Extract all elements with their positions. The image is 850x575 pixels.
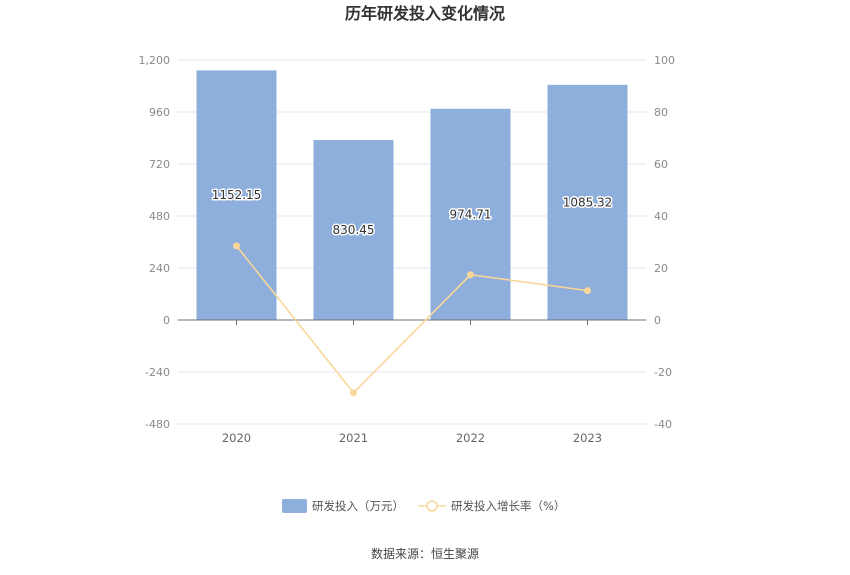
right-y-axis: -40 -20 0 20 40 60 80 100: [654, 54, 675, 431]
x-tick-label: 2021: [339, 431, 368, 445]
x-tick-label: 2023: [573, 431, 602, 445]
x-tick-label: 2020: [222, 431, 251, 445]
left-tick-label: 720: [149, 158, 170, 171]
growth-point: [350, 389, 357, 397]
bar: [313, 140, 394, 320]
legend-item-bar[interactable]: 研发投入（万元）: [282, 499, 404, 513]
left-tick-label: 0: [163, 314, 170, 327]
left-tick-label: 1,200: [139, 54, 171, 67]
right-tick-label: -40: [654, 418, 672, 431]
right-tick-label: 40: [654, 210, 668, 223]
bar-value-label: 1085.32: [563, 195, 613, 209]
source-note: 数据来源：恒生聚源: [371, 546, 479, 561]
data-labels: 1152.15 830.45 974.71 1085.32: [210, 187, 614, 239]
bar: [430, 108, 511, 320]
growth-point: [467, 271, 474, 279]
bar-value-label: 974.71: [450, 207, 492, 221]
left-tick-label: 240: [149, 262, 170, 275]
left-tick-label: 480: [149, 210, 170, 223]
x-tick-label: 2022: [456, 431, 485, 445]
legend-label-line: 研发投入增长率（%）: [451, 499, 565, 513]
growth-line: [235, 245, 588, 395]
bar-value-label: 1152.15: [212, 188, 262, 202]
right-tick-label: 100: [654, 54, 675, 67]
left-y-axis: -480 -240 0 240 480 720 960 1,200: [139, 54, 171, 431]
legend-swatch-marker: [426, 500, 438, 512]
growth-point: [584, 287, 591, 295]
bar-value-label: 830.45: [333, 223, 375, 237]
bar: [547, 84, 628, 320]
left-tick-label: -240: [145, 366, 170, 379]
right-tick-label: -20: [654, 366, 672, 379]
legend-item-line[interactable]: 研发投入增长率（%）: [418, 499, 565, 513]
right-tick-label: 20: [654, 262, 668, 275]
legend-label-bar: 研发投入（万元）: [312, 499, 404, 513]
growth-point: [233, 242, 240, 250]
bar-series: [196, 70, 628, 321]
chart-title: 历年研发投入变化情况: [345, 4, 505, 23]
left-tick-label: 960: [149, 106, 170, 119]
legend: 研发投入（万元） 研发投入增长率（%）: [282, 499, 565, 513]
right-tick-label: 60: [654, 158, 668, 171]
right-tick-label: 80: [654, 106, 668, 119]
right-tick-label: 0: [654, 314, 661, 327]
legend-swatch-bar: [282, 499, 307, 513]
line-series: [233, 242, 591, 397]
x-axis: 2020 2021 2022 2023: [178, 319, 646, 445]
left-tick-label: -480: [145, 418, 170, 431]
